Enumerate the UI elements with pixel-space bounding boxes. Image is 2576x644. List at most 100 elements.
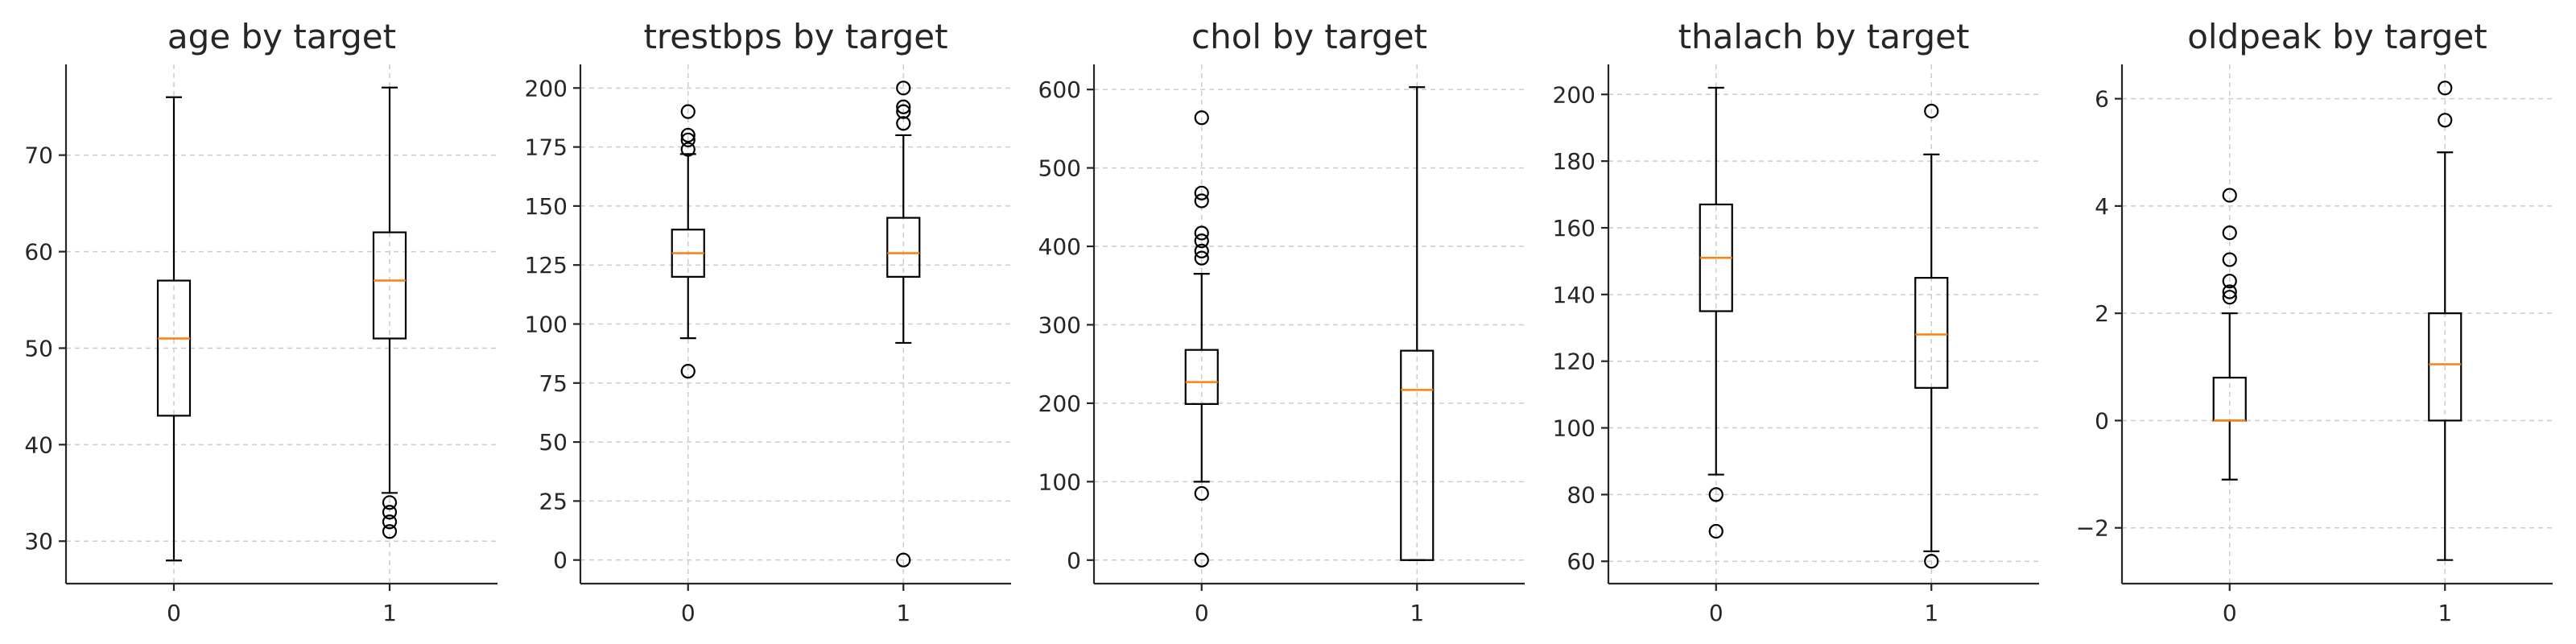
y-tick-label: 70 bbox=[24, 142, 53, 169]
outlier-point bbox=[1194, 250, 1209, 266]
y-tick-label: 25 bbox=[539, 488, 568, 514]
box-1 bbox=[1914, 103, 1949, 569]
outlier-point bbox=[2222, 290, 2237, 305]
iqr-box bbox=[1400, 349, 1435, 561]
panel-4: −2 0 2 4 6 0 1 oldpeak by target bbox=[2076, 17, 2553, 626]
iqr-box bbox=[372, 231, 407, 340]
y-tick-label: 60 bbox=[1567, 548, 1596, 575]
outlier-point bbox=[382, 495, 398, 510]
y-tick-label: 180 bbox=[1553, 148, 1596, 175]
x-tick-label: 0 bbox=[2223, 600, 2237, 626]
x-tick-label: 1 bbox=[1410, 600, 1424, 626]
outlier-point bbox=[382, 514, 398, 530]
x-tick-label: 0 bbox=[1195, 600, 1209, 626]
y-tick-label: 200 bbox=[1553, 81, 1596, 108]
y-tick-label: 50 bbox=[24, 335, 53, 361]
outlier-point bbox=[1708, 523, 1724, 539]
y-tick-label: 600 bbox=[1038, 76, 1081, 103]
y-tick-label: 0 bbox=[553, 547, 568, 574]
outlier-point bbox=[680, 127, 696, 143]
outlier-point bbox=[2222, 274, 2237, 289]
box-0 bbox=[1699, 86, 1733, 539]
iqr-box bbox=[2428, 312, 2462, 422]
y-tick-label: 100 bbox=[1553, 415, 1596, 442]
y-tick-label: 50 bbox=[539, 429, 568, 456]
y-tick-label: 200 bbox=[525, 75, 568, 101]
outlier-point bbox=[1194, 233, 1209, 249]
outlier-point bbox=[382, 505, 398, 520]
x-tick-label: 1 bbox=[1924, 600, 1938, 626]
outlier-point bbox=[680, 364, 696, 379]
x-tick-label: 0 bbox=[1709, 600, 1724, 626]
x-tick-label: 1 bbox=[2438, 600, 2452, 626]
box-0 bbox=[1184, 110, 1219, 568]
y-tick-label: 160 bbox=[1553, 215, 1596, 242]
panel-1: 0 25 50 75 100 125 150 175 200 0 1 trestbps by targ… bbox=[525, 17, 1011, 626]
box-1 bbox=[372, 86, 407, 539]
outlier-point bbox=[2222, 225, 2237, 241]
outlier-point bbox=[382, 524, 398, 539]
y-tick-label: 80 bbox=[1567, 481, 1596, 508]
outlier-point bbox=[1708, 487, 1724, 502]
y-tick-label: 500 bbox=[1038, 155, 1081, 182]
outlier-point bbox=[1194, 243, 1209, 258]
y-tick-label: 400 bbox=[1038, 233, 1081, 260]
box-1 bbox=[1400, 86, 1435, 561]
outlier-point bbox=[2438, 113, 2453, 128]
outlier-point bbox=[680, 104, 696, 119]
y-tick-label: 2 bbox=[2095, 300, 2109, 327]
box-0 bbox=[671, 104, 705, 379]
outlier-point bbox=[1194, 193, 1209, 208]
chart-title: age by target bbox=[167, 17, 396, 56]
chart-title: chol by target bbox=[1191, 17, 1427, 56]
x-tick-label: 0 bbox=[681, 600, 696, 626]
outlier-point bbox=[896, 552, 911, 568]
chart-title: oldpeak by target bbox=[2187, 17, 2487, 56]
outlier-point bbox=[1194, 225, 1209, 241]
y-tick-label: 40 bbox=[24, 431, 53, 458]
outlier-point bbox=[1924, 554, 1939, 569]
outlier-point bbox=[1194, 552, 1209, 568]
y-tick-label: 150 bbox=[525, 193, 568, 220]
panel-0: 30 40 50 60 70 0 1 age by target bbox=[24, 17, 497, 626]
outlier-point bbox=[2222, 188, 2237, 203]
outlier-point bbox=[2222, 252, 2237, 267]
box-1 bbox=[886, 80, 921, 568]
outlier-point bbox=[680, 132, 696, 147]
y-tick-label: 75 bbox=[539, 370, 568, 397]
y-tick-label: 100 bbox=[1038, 469, 1081, 495]
chart-title: thalach by target bbox=[1678, 17, 1970, 56]
iqr-box bbox=[156, 279, 192, 417]
iqr-box bbox=[1184, 349, 1219, 405]
y-tick-label: 4 bbox=[2095, 193, 2109, 220]
panel-2: 0 100 200 300 400 500 600 0 1 chol by target bbox=[1038, 17, 1525, 626]
outlier-point bbox=[680, 142, 696, 157]
y-tick-label: 0 bbox=[2095, 407, 2109, 434]
x-tick-label: 1 bbox=[896, 600, 910, 626]
outlier-point bbox=[896, 80, 911, 96]
y-tick-label: 60 bbox=[24, 239, 53, 266]
outlier-point bbox=[1194, 185, 1209, 200]
box-0 bbox=[156, 96, 192, 562]
y-tick-label: 175 bbox=[525, 134, 568, 161]
y-tick-label: 100 bbox=[525, 312, 568, 338]
panel-3: 60 80 100 120 140 160 180 200 0 1 thalach by targe… bbox=[1553, 17, 2039, 626]
x-tick-label: 0 bbox=[167, 600, 181, 626]
outlier-point bbox=[1924, 103, 1939, 119]
outlier-point bbox=[1194, 485, 1209, 502]
y-tick-label: 120 bbox=[1553, 349, 1596, 375]
iqr-box bbox=[1914, 277, 1949, 389]
y-tick-label: 30 bbox=[24, 528, 53, 555]
outlier-point bbox=[896, 116, 911, 131]
chart-title: trestbps by target bbox=[643, 17, 947, 56]
y-tick-label: 300 bbox=[1038, 312, 1081, 338]
outlier-point bbox=[2222, 284, 2237, 299]
outlier-point bbox=[1194, 110, 1209, 126]
y-tick-label: 6 bbox=[2095, 86, 2109, 113]
y-tick-label: 0 bbox=[1067, 547, 1081, 574]
outlier-point bbox=[896, 99, 911, 114]
y-tick-label: −2 bbox=[2076, 515, 2109, 542]
outlier-point bbox=[896, 104, 911, 119]
y-tick-label: 125 bbox=[525, 252, 568, 279]
